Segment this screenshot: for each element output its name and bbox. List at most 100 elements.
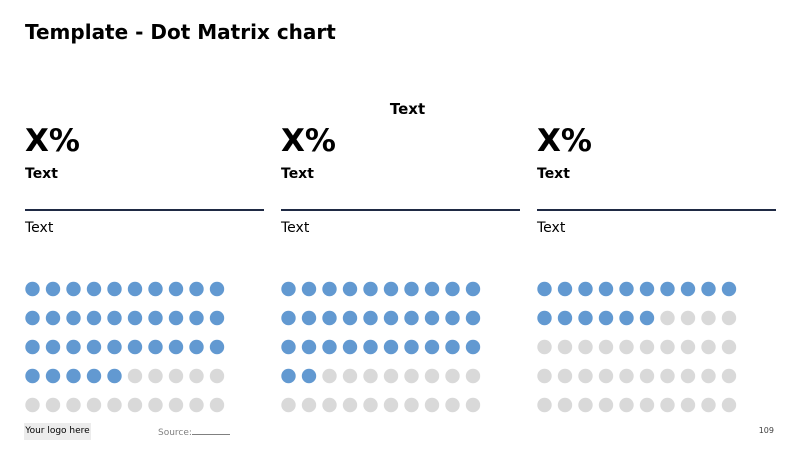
filled-dot: [281, 368, 296, 384]
empty-dot: [363, 368, 378, 384]
empty-dot: [404, 397, 419, 413]
empty-dot: [680, 339, 696, 355]
filled-dot: [404, 310, 419, 326]
empty-dot: [66, 397, 81, 413]
page-number: 109: [758, 426, 774, 435]
empty-dot: [619, 397, 634, 413]
empty-dot: [445, 368, 460, 384]
logo-placeholder: Your logo here: [24, 423, 91, 440]
empty-dot: [660, 310, 675, 326]
filled-dot: [445, 281, 460, 297]
filled-dot: [209, 339, 225, 355]
filled-dot: [168, 281, 184, 297]
empty-dot: [465, 397, 481, 413]
empty-dot: [189, 397, 204, 413]
empty-dot: [168, 368, 184, 384]
empty-dot: [701, 397, 716, 413]
filled-dot: [45, 339, 61, 355]
filled-dot: [383, 339, 399, 355]
filled-dot: [86, 281, 102, 297]
filled-dot: [465, 281, 481, 297]
metric-label: Text: [25, 166, 58, 182]
filled-dot: [127, 339, 143, 355]
empty-dot: [680, 397, 696, 413]
empty-dot: [639, 339, 655, 355]
empty-dot: [701, 368, 716, 384]
empty-dot: [322, 368, 337, 384]
empty-dot: [209, 368, 225, 384]
empty-dot: [557, 397, 573, 413]
empty-dot: [721, 310, 737, 326]
filled-dot: [404, 281, 419, 297]
filled-dot: [619, 281, 634, 297]
filled-dot: [322, 281, 337, 297]
filled-dot: [424, 310, 440, 326]
metric-label: Text: [537, 166, 570, 182]
dot-matrix-chart: [281, 281, 481, 413]
empty-dot: [701, 339, 716, 355]
filled-dot: [45, 368, 61, 384]
empty-dot: [721, 397, 737, 413]
filled-dot: [680, 281, 696, 297]
filled-dot: [465, 339, 481, 355]
empty-dot: [342, 397, 358, 413]
empty-dot: [127, 368, 143, 384]
metric-description: Text: [25, 220, 54, 236]
filled-dot: [189, 281, 204, 297]
empty-dot: [404, 368, 419, 384]
filled-dot: [189, 310, 204, 326]
empty-dot: [639, 397, 655, 413]
empty-dot: [465, 368, 481, 384]
filled-dot: [322, 310, 337, 326]
filled-dot: [25, 368, 40, 384]
empty-dot: [578, 397, 593, 413]
metric-label: Text: [281, 166, 314, 182]
filled-dot: [598, 310, 614, 326]
filled-dot: [45, 281, 61, 297]
filled-dot: [301, 339, 317, 355]
empty-dot: [619, 368, 634, 384]
filled-dot: [209, 310, 225, 326]
slide-title: Template - Dot Matrix chart: [25, 20, 336, 44]
empty-dot: [721, 339, 737, 355]
empty-dot: [680, 310, 696, 326]
filled-dot: [342, 281, 358, 297]
empty-dot: [189, 368, 204, 384]
source-label: Source:: [158, 428, 192, 438]
filled-dot: [578, 281, 593, 297]
divider-line: [537, 209, 776, 211]
filled-dot: [660, 281, 675, 297]
filled-dot: [383, 281, 399, 297]
empty-dot: [148, 368, 163, 384]
filled-dot: [383, 310, 399, 326]
empty-dot: [301, 397, 317, 413]
empty-dot: [107, 397, 122, 413]
filled-dot: [148, 281, 163, 297]
empty-dot: [209, 397, 225, 413]
empty-dot: [721, 368, 737, 384]
filled-dot: [66, 281, 81, 297]
panel-1: X% Text Text: [25, 120, 265, 420]
filled-dot: [342, 339, 358, 355]
filled-dot: [721, 281, 737, 297]
filled-dot: [445, 339, 460, 355]
filled-dot: [578, 310, 593, 326]
filled-dot: [107, 339, 122, 355]
empty-dot: [598, 339, 614, 355]
empty-dot: [537, 397, 552, 413]
filled-dot: [189, 339, 204, 355]
filled-dot: [127, 310, 143, 326]
filled-dot: [127, 281, 143, 297]
empty-dot: [322, 397, 337, 413]
empty-dot: [660, 368, 675, 384]
filled-dot: [45, 310, 61, 326]
center-label: Text: [389, 100, 426, 118]
filled-dot: [168, 310, 184, 326]
empty-dot: [168, 397, 184, 413]
empty-dot: [424, 368, 440, 384]
panel-3: X% Text Text: [537, 120, 777, 420]
filled-dot: [66, 339, 81, 355]
empty-dot: [424, 397, 440, 413]
empty-dot: [363, 397, 378, 413]
filled-dot: [107, 281, 122, 297]
